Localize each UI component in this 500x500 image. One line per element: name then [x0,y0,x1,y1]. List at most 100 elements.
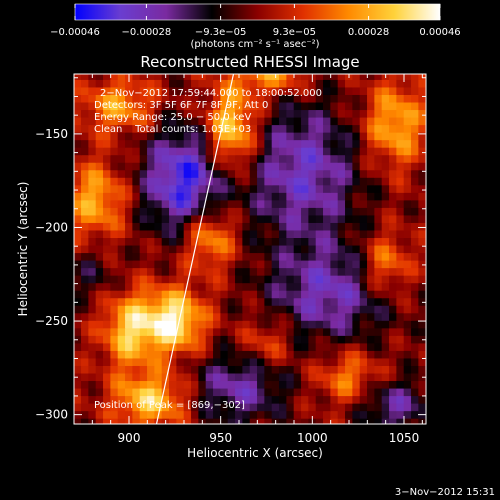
heatmap-cell [330,116,339,126]
heatmap-cell [293,380,302,389]
heatmap-cell [374,74,383,80]
heatmap-cell [301,79,309,88]
heatmap-cell [88,335,97,344]
heatmap-cell [95,387,104,397]
heatmap-cell [117,124,126,133]
heatmap-cell [103,312,111,321]
heatmap-cell [205,418,214,424]
heatmap-cell [367,327,375,336]
heatmap-cell [367,252,375,261]
heatmap-cell [169,116,177,126]
heatmap-cell [198,154,207,163]
heatmap-cell [198,184,207,193]
heatmap-cell [293,86,302,95]
heatmap-cell [359,94,368,103]
heatmap-cell [220,410,229,419]
heatmap-cell [74,297,82,306]
heatmap-cell [352,199,361,208]
heatmap-cell [257,403,265,412]
heatmap-cell [337,101,346,111]
heatmap-cell [293,418,302,424]
heatmap-cell [220,169,229,178]
heatmap-cell [389,305,397,314]
heatmap-cell [271,305,280,314]
heatmap-cell [279,267,287,276]
heatmap-cell [337,305,346,314]
heatmap-cell [103,229,111,239]
heatmap-cell [301,86,309,95]
heatmap-cell [191,79,199,88]
heatmap-cell [257,365,265,374]
x-tick-label: 900 [118,431,141,445]
heatmap-cell [374,267,383,276]
heatmap-cell [381,214,390,223]
heatmap-cell [242,305,251,314]
heatmap-cell [411,320,419,329]
heatmap-cell [293,282,302,291]
heatmap-cell [337,267,346,276]
heatmap-cell [389,116,397,126]
heatmap-cell [279,342,287,351]
heatmap-cell [249,327,258,336]
heatmap-cell [88,365,97,374]
heatmap-cell [301,380,309,389]
heatmap-cell [242,154,251,163]
heatmap-cell [183,214,192,223]
heatmap-cell [132,222,141,231]
heatmap-cell [81,305,89,314]
heatmap-cell [330,177,339,186]
heatmap-cell [227,154,236,163]
heatmap-cell [161,320,170,329]
axis-ticks [73,74,426,424]
heatmap-cell [352,116,361,126]
heatmap-cell [323,154,331,163]
heatmap-cell [176,365,185,374]
heatmap-cell [367,94,375,103]
heatmap-cell [205,124,214,133]
heatmap-cell [198,297,207,306]
heatmap-cell [249,214,258,223]
heatmap-cell [418,199,426,208]
heatmap-cell [264,372,273,382]
heatmap-cell [220,350,229,359]
heatmap-cell [389,403,397,412]
heatmap-cell [315,259,324,269]
heatmap-cell [293,372,302,382]
heatmap-cell [367,101,375,111]
heatmap-cell [337,116,346,126]
heatmap-cell [271,320,280,329]
heatmap-cell [418,184,426,193]
heatmap-cell [286,290,295,299]
heatmap-cell [161,199,170,208]
heatmap-cell [154,395,163,404]
heatmap-cell [198,139,207,148]
heatmap-cell [110,395,119,404]
heatmap-cell [271,79,280,88]
heatmap-cell [352,207,361,216]
heatmap-cell [198,244,207,254]
heatmap-cell [352,290,361,299]
heatmap-cell [154,214,163,223]
heatmap-cell [396,214,405,223]
heatmap-cell [279,79,287,88]
heatmap-cell [176,169,185,178]
heatmap-cell [205,169,214,178]
heatmap-cell [359,342,368,351]
heatmap-cell [257,418,265,424]
heatmap-cell [308,290,317,299]
heatmap-cell [74,282,82,291]
heatmap-cell [315,74,324,80]
heatmap-cell [301,282,309,291]
heatmap-cell [286,365,295,374]
heatmap-cell [279,132,287,141]
heatmap-cell [286,162,295,171]
heatmap-cell [132,297,141,306]
heatmap-cell [330,327,339,336]
heatmap-cell [74,94,82,103]
heatmap-cell [367,86,375,95]
heatmap-cell [286,207,295,216]
heatmap-cell [308,410,317,419]
heatmap-cell [337,222,346,231]
heatmap-cell [205,86,214,95]
heatmap-cell [411,244,419,254]
